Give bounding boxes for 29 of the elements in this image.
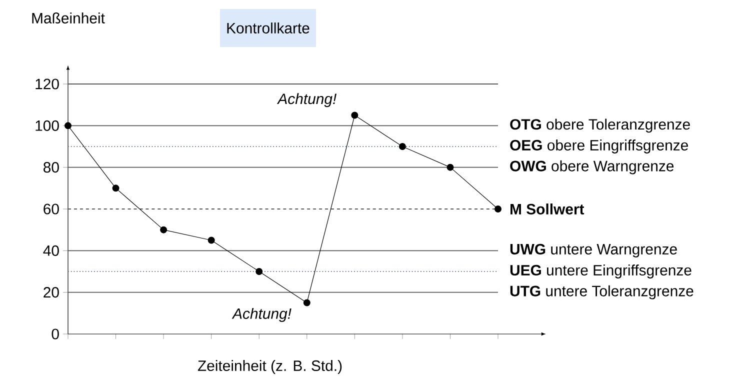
y-tick-label: 20 bbox=[44, 287, 59, 298]
y-axis-title: Maßeinheit bbox=[32, 12, 105, 24]
point bbox=[494, 206, 502, 212]
y-tick-label: 60 bbox=[44, 204, 59, 214]
annotation: Achtung! bbox=[276, 93, 337, 108]
point bbox=[351, 112, 358, 119]
y-tick-label: 40 bbox=[43, 245, 59, 256]
point bbox=[160, 226, 168, 234]
point bbox=[64, 122, 72, 130]
ref-line-label: UWG untere Warngrenze bbox=[510, 244, 677, 258]
x-axis-title: Zeiteinheit (z. B. Std.) bbox=[198, 360, 342, 374]
ref-line-label: OTG obere Toleranzgrenze bbox=[510, 118, 690, 133]
ref-line-label: OWG obere Warngrenze bbox=[510, 160, 674, 174]
point bbox=[208, 236, 215, 244]
ref-line-label: M Sollwert bbox=[510, 204, 584, 214]
point bbox=[112, 184, 120, 192]
point bbox=[303, 299, 310, 306]
point bbox=[446, 164, 454, 171]
y-tick-label: 100 bbox=[36, 120, 59, 131]
y-tick-label: 80 bbox=[44, 162, 59, 173]
ref-line-label: OEG obere Eingriffsgrenze bbox=[510, 140, 688, 154]
y-tick-label: 0 bbox=[52, 328, 59, 340]
annotation: Achtung! bbox=[232, 308, 292, 322]
y-tick-label: 120 bbox=[36, 78, 59, 90]
ref-line-label: UTG untere Toleranzgrenze bbox=[510, 285, 694, 300]
ref-line-label: UEG untere Eingriffsgrenze bbox=[510, 264, 692, 278]
chart-title: Kontrollkarte bbox=[227, 22, 310, 34]
point bbox=[256, 268, 263, 275]
point bbox=[398, 143, 406, 150]
